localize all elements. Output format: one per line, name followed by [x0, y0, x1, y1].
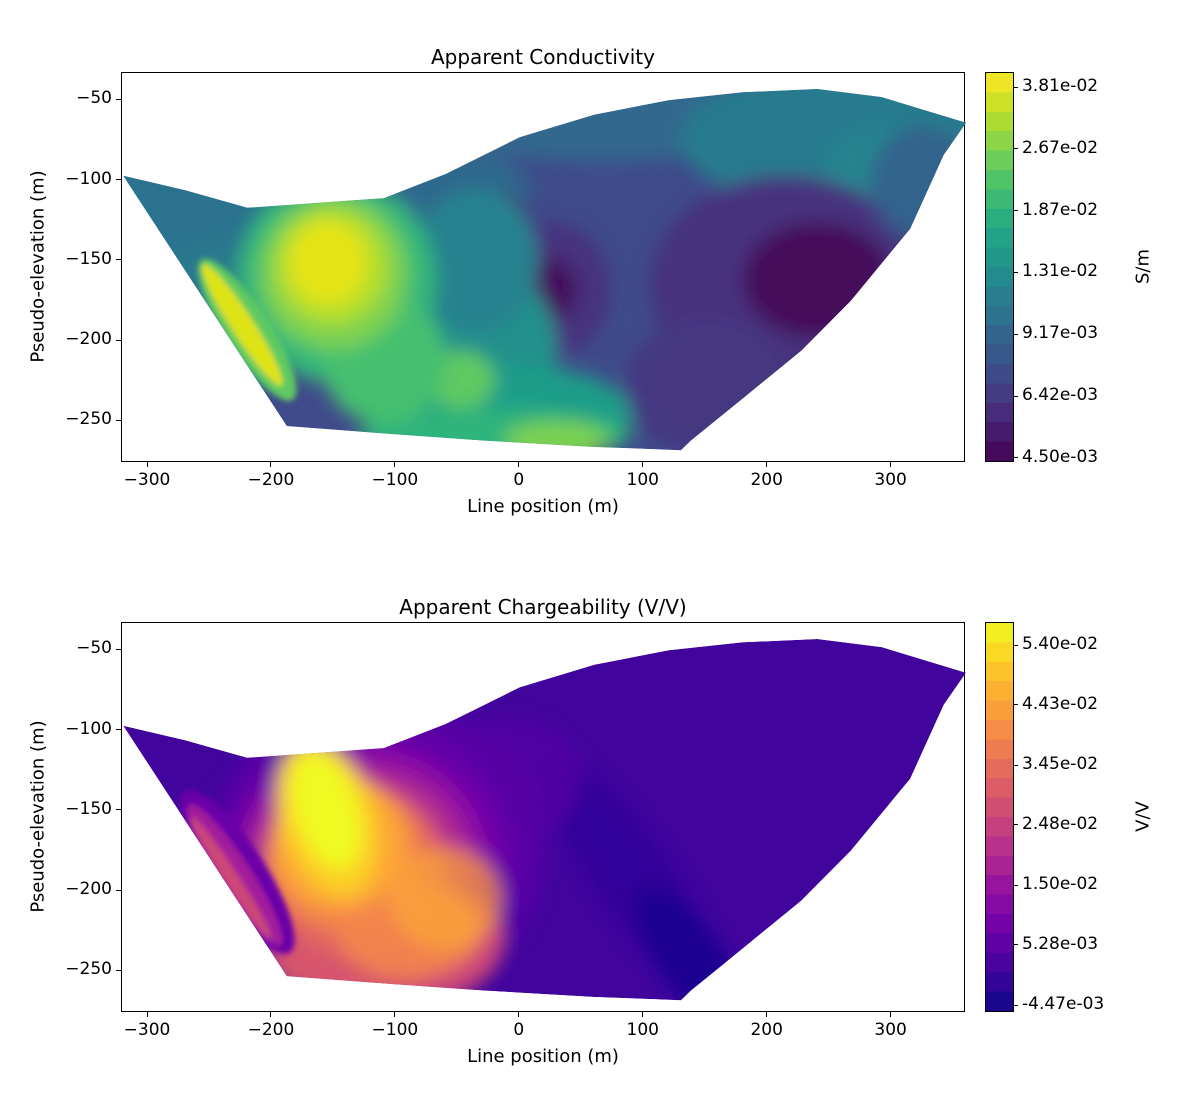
- x-tick-mark: [270, 462, 272, 467]
- x-tick-mark: [766, 1012, 768, 1017]
- colorbar-tick-label: 5.28e-03: [1022, 933, 1099, 954]
- y-tick-label: −200: [65, 879, 112, 900]
- x-tick-label: −100: [371, 1020, 419, 1040]
- colorbar-unit-label: S/m: [1132, 248, 1154, 285]
- y-tick-label: −150: [65, 248, 112, 269]
- colorbar-tick-label: 1.31e-02: [1022, 261, 1099, 282]
- colorbar-tick-mark: [1014, 210, 1018, 212]
- x-tick-label: −300: [123, 470, 171, 490]
- y-tick-label: −50: [76, 88, 112, 109]
- colorbar-tick-mark: [1014, 884, 1018, 886]
- colorbar: [985, 72, 1014, 462]
- y-tick-label: −150: [65, 798, 112, 819]
- contour-field: [123, 639, 966, 1001]
- x-tick-mark: [518, 462, 520, 467]
- colorbar-tick-label: 1.50e-02: [1022, 874, 1099, 895]
- x-tick-label: −300: [123, 1020, 171, 1040]
- x-tick-label: 200: [750, 470, 783, 490]
- colorbar-tick-label: 5.40e-02: [1022, 634, 1099, 654]
- x-tick-label: 300: [874, 1020, 907, 1040]
- colorbar-tick-label: 4.43e-02: [1022, 693, 1099, 714]
- colorbar-tick-label: 6.42e-03: [1022, 385, 1099, 406]
- axes: [121, 622, 966, 1012]
- x-tick-mark: [890, 1012, 892, 1017]
- x-tick-mark: [642, 462, 644, 467]
- y-tick-label: −50: [76, 638, 112, 659]
- y-tick-mark: [116, 648, 121, 650]
- colorbar-tick-mark: [1014, 644, 1018, 646]
- colorbar-tick-mark: [1014, 148, 1018, 150]
- colorbar-tick-mark: [1014, 395, 1018, 397]
- colorbar-unit-label: V/V: [1132, 801, 1154, 832]
- x-axis-label: Line position (m): [467, 1046, 619, 1067]
- x-tick-label: 100: [626, 470, 659, 490]
- colorbar-tick-mark: [1014, 86, 1018, 88]
- axes: [121, 72, 966, 462]
- x-tick-mark: [394, 1012, 396, 1017]
- x-tick-label: 0: [513, 470, 525, 490]
- colorbar-tick-mark: [1014, 333, 1018, 335]
- x-tick-mark: [890, 462, 892, 467]
- plot-title: Apparent Chargeability (V/V): [399, 595, 687, 619]
- colorbar-tick-mark: [1014, 944, 1018, 946]
- y-tick-mark: [116, 729, 121, 731]
- y-tick-mark: [116, 339, 121, 341]
- x-tick-label: 200: [750, 1020, 783, 1040]
- x-axis-label: Line position (m): [467, 496, 619, 517]
- y-tick-mark: [116, 419, 121, 421]
- x-tick-label: 100: [626, 1020, 659, 1040]
- colorbar-tick-mark: [1014, 271, 1018, 273]
- y-tick-mark: [116, 179, 121, 181]
- x-tick-mark: [766, 462, 768, 467]
- x-tick-label: −200: [247, 470, 295, 490]
- x-tick-mark: [642, 1012, 644, 1017]
- x-tick-label: 0: [513, 1020, 525, 1040]
- colorbar-tick-label: 1.87e-02: [1022, 199, 1099, 220]
- x-tick-mark: [394, 462, 396, 467]
- colorbar-tick-mark: [1014, 764, 1018, 766]
- colorbar-tick-mark: [1014, 704, 1018, 706]
- colorbar: [985, 622, 1014, 1012]
- colorbar-tick-label: 3.81e-02: [1022, 76, 1099, 96]
- x-tick-label: 300: [874, 470, 907, 490]
- colorbar-tick-mark: [1014, 1004, 1018, 1006]
- x-tick-mark: [146, 1012, 148, 1017]
- colorbar-tick-label: 3.45e-02: [1022, 754, 1099, 774]
- plot-title: Apparent Conductivity: [430, 45, 655, 69]
- colorbar-tick-mark: [1014, 824, 1018, 826]
- contour-field: [123, 89, 966, 451]
- y-tick-mark: [116, 889, 121, 891]
- y-tick-label: −100: [65, 718, 112, 739]
- y-tick-label: −200: [65, 329, 112, 350]
- y-tick-mark: [116, 809, 121, 811]
- y-tick-label: −250: [65, 409, 112, 430]
- x-tick-mark: [518, 1012, 520, 1017]
- x-tick-label: −100: [371, 470, 419, 490]
- y-tick-mark: [116, 98, 121, 100]
- colorbar-tick-label: -4.47e-03: [1022, 994, 1105, 1015]
- y-tick-label: −250: [65, 959, 112, 980]
- y-tick-mark: [116, 259, 121, 261]
- colorbar-tick-label: 4.50e-03: [1022, 446, 1099, 467]
- x-tick-mark: [270, 1012, 272, 1017]
- colorbar-tick-label: 2.48e-02: [1022, 813, 1099, 834]
- colorbar-tick-mark: [1014, 457, 1018, 459]
- y-tick-mark: [116, 969, 121, 971]
- x-tick-mark: [146, 462, 148, 467]
- colorbar-tick-label: 2.67e-02: [1022, 137, 1099, 158]
- y-tick-label: −100: [65, 168, 112, 189]
- x-tick-label: −200: [247, 1020, 295, 1040]
- colorbar-tick-label: 9.17e-03: [1022, 323, 1099, 344]
